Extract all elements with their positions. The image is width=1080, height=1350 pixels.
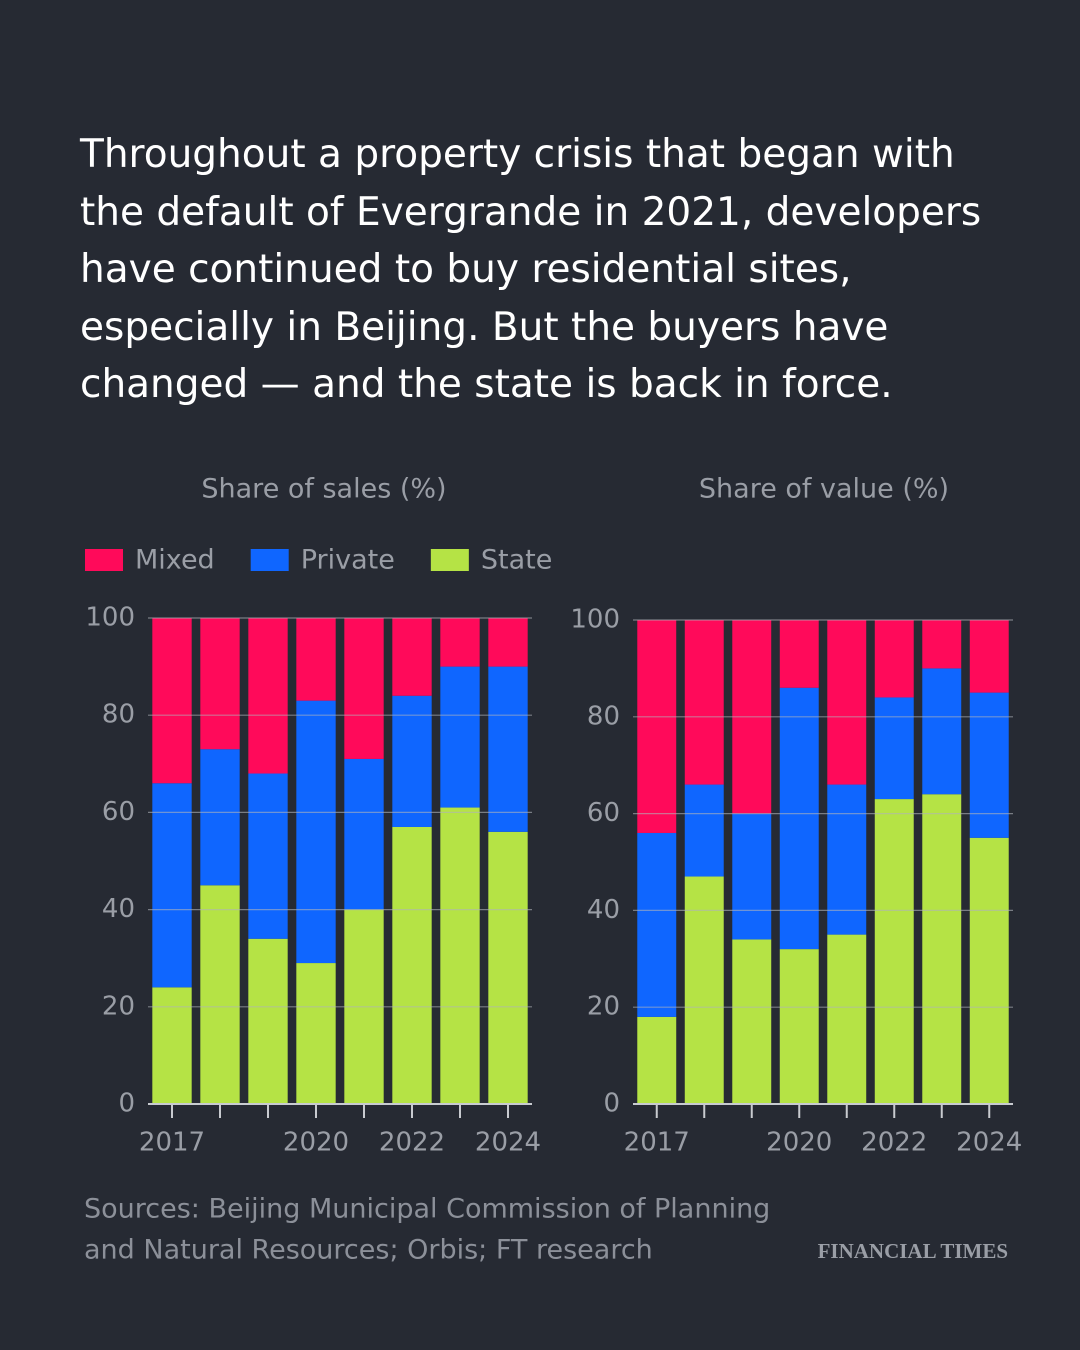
- legend-label: Mixed: [135, 545, 215, 576]
- bar-segment: [344, 618, 384, 759]
- y-tick-label: 60: [587, 798, 620, 828]
- y-tick-label: 40: [587, 895, 620, 925]
- bar-segment: [684, 784, 724, 877]
- subtitle: Share of value (%): [699, 474, 949, 505]
- x-tick-label: 2017: [139, 1128, 205, 1158]
- legend-swatch: [430, 549, 469, 571]
- bar-segment: [344, 758, 384, 910]
- bar-segment: [732, 939, 772, 1104]
- legend-swatch: [85, 549, 123, 571]
- bar-segment: [392, 618, 432, 696]
- bar-segment: [296, 963, 336, 1104]
- y-tick-label: 40: [102, 894, 135, 924]
- bar-segment: [152, 987, 192, 1104]
- x-tick-label: 2017: [624, 1128, 690, 1158]
- bar-segment: [922, 668, 962, 795]
- bar-segment: [440, 618, 480, 667]
- headline: Throughout a property crisis that began …: [80, 132, 982, 407]
- bar-segment: [827, 934, 867, 1104]
- bar-segment: [488, 831, 528, 1104]
- bar-segment: [684, 876, 724, 1104]
- subtitle: Share of sales (%): [201, 474, 446, 505]
- bar-segment: [922, 620, 962, 669]
- legend-label: Private: [301, 545, 395, 576]
- bar-segment: [488, 666, 528, 832]
- y-tick-label: 80: [587, 701, 620, 731]
- y-tick-label: 20: [102, 991, 135, 1021]
- source-line: Sources: Beijing Municipal Commission of…: [84, 1194, 770, 1225]
- bar-segment: [779, 687, 819, 950]
- bar-segment: [440, 807, 480, 1104]
- x-tick-label: 2020: [283, 1128, 349, 1158]
- source-line: and Natural Resources; Orbis; FT researc…: [84, 1235, 653, 1266]
- x-tick-label: 2022: [861, 1128, 927, 1158]
- x-tick-label: 2024: [475, 1128, 541, 1158]
- y-tick-label: 100: [85, 603, 135, 633]
- y-tick-label: 20: [587, 992, 620, 1022]
- y-tick-label: 0: [603, 1089, 620, 1119]
- bar-segment: [152, 783, 192, 988]
- bar-segment: [779, 949, 819, 1104]
- y-tick-label: 100: [570, 605, 620, 635]
- bar-segment: [827, 784, 867, 935]
- bar-segment: [637, 620, 677, 833]
- legend-swatch: [250, 549, 289, 571]
- x-tick-label: 2022: [379, 1128, 445, 1158]
- bar-segment: [779, 620, 819, 688]
- bar-segment: [248, 938, 288, 1104]
- bar-segment: [200, 749, 240, 886]
- bar-segment: [248, 773, 288, 939]
- bar-segment: [969, 692, 1009, 838]
- bar-segment: [152, 618, 192, 784]
- bar-segment: [392, 826, 432, 1104]
- bar-segment: [874, 697, 914, 800]
- bar-segment: [874, 620, 914, 698]
- bar-segment: [200, 885, 240, 1104]
- bar-segment: [440, 666, 480, 808]
- x-tick-label: 2020: [766, 1128, 832, 1158]
- bar-segment: [296, 618, 336, 701]
- bar-segment: [637, 832, 677, 1017]
- bar-segment: [684, 620, 724, 785]
- bar-segment: [969, 620, 1009, 693]
- y-tick-label: 80: [102, 700, 135, 730]
- bar-segment: [488, 618, 528, 667]
- y-tick-label: 0: [118, 1089, 135, 1119]
- bar-segment: [874, 799, 914, 1104]
- bar-segment: [296, 700, 336, 964]
- bar-segment: [637, 1016, 677, 1104]
- brand: FINANCIAL TIMES: [818, 1239, 1008, 1263]
- bar-segment: [732, 813, 772, 940]
- bar-segment: [969, 837, 1009, 1104]
- bar-segment: [200, 618, 240, 750]
- legend-label: State: [481, 545, 552, 576]
- bar-segment: [827, 620, 867, 785]
- bar-segment: [392, 695, 432, 827]
- x-tick-label: 2024: [956, 1128, 1022, 1158]
- y-tick-label: 60: [102, 797, 135, 827]
- bar-segment: [248, 618, 288, 774]
- bar-segment: [922, 794, 962, 1104]
